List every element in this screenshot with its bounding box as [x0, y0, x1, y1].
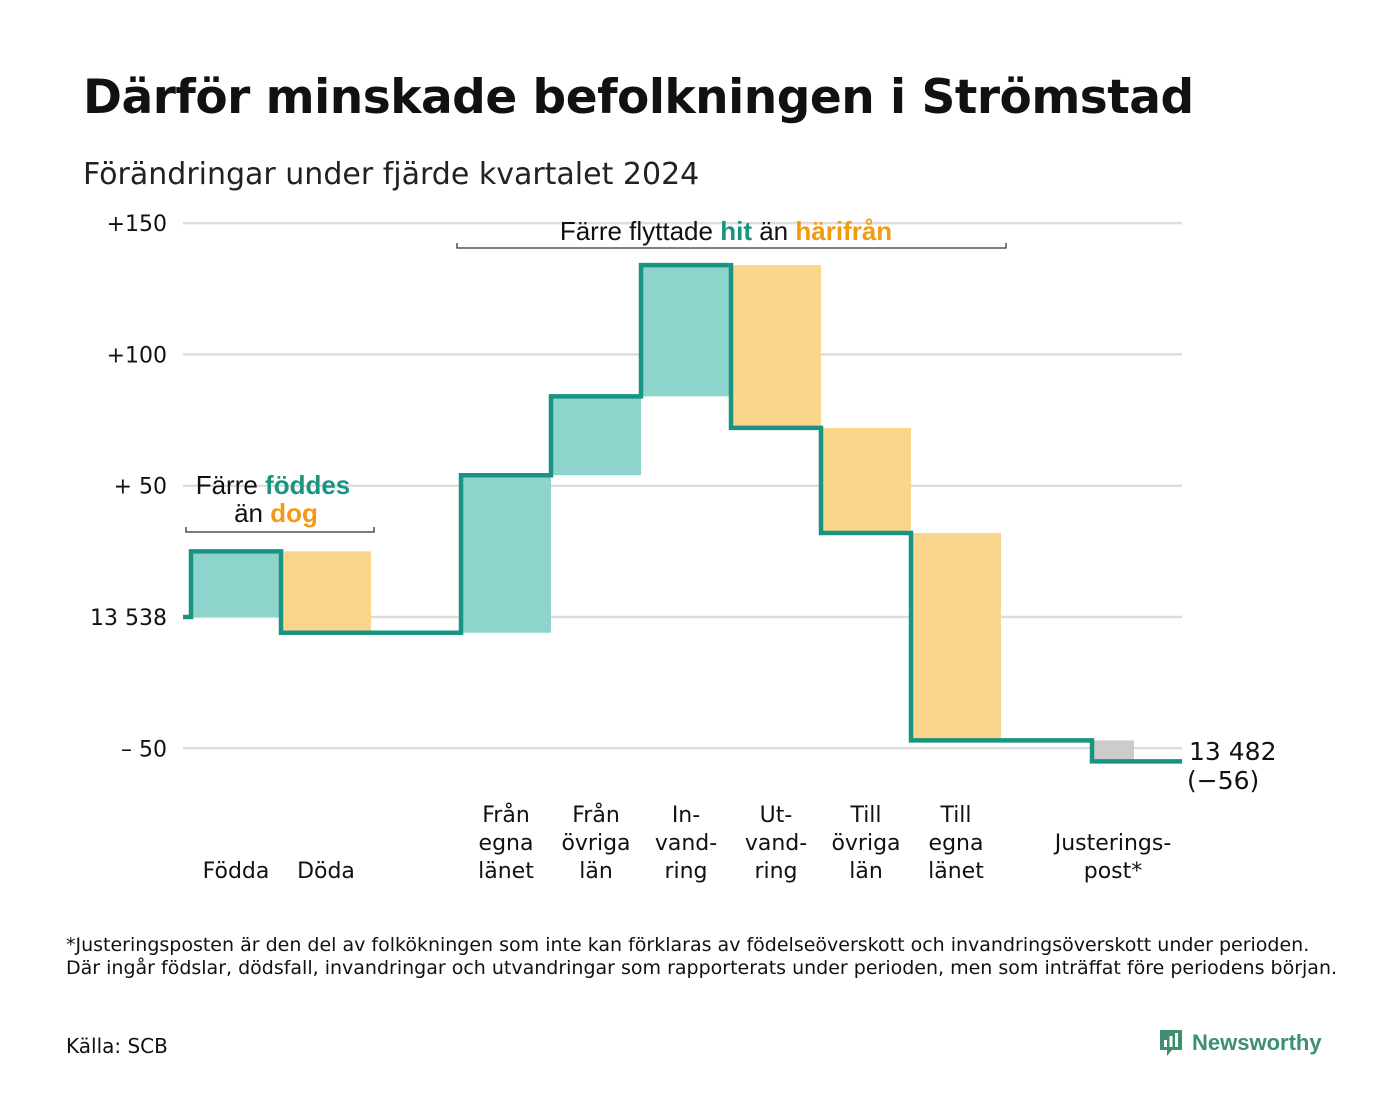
births-prefix: Färre [196, 470, 265, 500]
chart-title: Därför minskade befolkningen i Strömstad [83, 70, 1194, 125]
cumulative-step-line [183, 262, 1182, 764]
category-label: Döda [297, 859, 355, 884]
category-label: övriga [561, 831, 630, 856]
bar-inflow [461, 475, 551, 633]
end-value-label: 13 482(−56) [1187, 737, 1276, 795]
category-label: övriga [831, 831, 900, 856]
category-label: län [579, 859, 613, 884]
y-tick-label: 13 538 [90, 606, 167, 631]
bar-outflow [911, 532, 1001, 741]
category-label: post* [1084, 859, 1143, 884]
y-axis-ticks: +150 +100 + 50 13 538 – 50 [90, 212, 167, 762]
bar-inflow [551, 396, 641, 476]
bar-outflow [731, 265, 821, 428]
category-label: Ut- [760, 803, 793, 828]
bar-inflow [641, 265, 731, 397]
y-tick-label: + 50 [114, 475, 167, 500]
source-label: Källa: SCB [66, 1034, 168, 1058]
end-value: 13 482 [1189, 737, 1276, 766]
category-label: Justerings- [1053, 831, 1172, 856]
bar-outflow [281, 551, 371, 633]
brand-name: Newsworthy [1192, 1030, 1322, 1055]
migration-mid: än [752, 216, 795, 246]
births-annotation-line2: än dog [234, 498, 318, 528]
births-bracket [185, 527, 375, 533]
category-label: län [849, 859, 883, 884]
migration-bracket [456, 243, 1007, 249]
migration-annotation: Färre flyttade hit än härifrån [560, 216, 892, 246]
category-label: länet [928, 859, 984, 884]
category-label: Till [939, 803, 971, 828]
births-annotation-line1: Färre föddes [196, 470, 351, 500]
births-hit-word: föddes [265, 470, 350, 500]
end-change: (−56) [1187, 766, 1259, 795]
migration-hit-word: hit [720, 216, 752, 246]
bar-outflow [821, 427, 911, 533]
y-tick-label: +100 [107, 343, 167, 368]
category-label: ring [754, 859, 797, 884]
category-label: egna [479, 831, 534, 856]
category-label: Från [482, 802, 530, 828]
category-label: egna [929, 831, 984, 856]
bar-chart-speech-bubble-icon [1160, 1030, 1182, 1056]
migration-out-word: härifrån [795, 216, 892, 246]
bar-inflow [191, 551, 281, 617]
births-out-word: dog [270, 498, 318, 528]
bars [191, 265, 1134, 762]
chart-subtitle: Förändringar under fjärde kvartalet 2024 [83, 157, 700, 192]
footnote: *Justeringsposten är den del av folkökni… [66, 934, 1338, 979]
category-label: Födda [203, 859, 270, 884]
category-label: ring [664, 859, 707, 884]
migration-prefix: Färre flyttade [560, 216, 720, 246]
category-labels: Födda Döda Från egna länet Från övriga län In-va… [203, 802, 1172, 884]
category-label: In- [672, 803, 700, 828]
category-label: Till [849, 803, 881, 828]
category-label: Från [572, 802, 620, 828]
category-label: länet [478, 859, 534, 884]
bar-adjustment [1092, 740, 1134, 762]
births-mid: än [234, 498, 270, 528]
category-label: vand- [745, 831, 807, 856]
brand-logo: Newsworthy [1158, 1028, 1322, 1058]
category-label: vand- [655, 831, 717, 856]
y-tick-label: +150 [107, 212, 167, 237]
y-tick-label: – 50 [121, 737, 167, 762]
